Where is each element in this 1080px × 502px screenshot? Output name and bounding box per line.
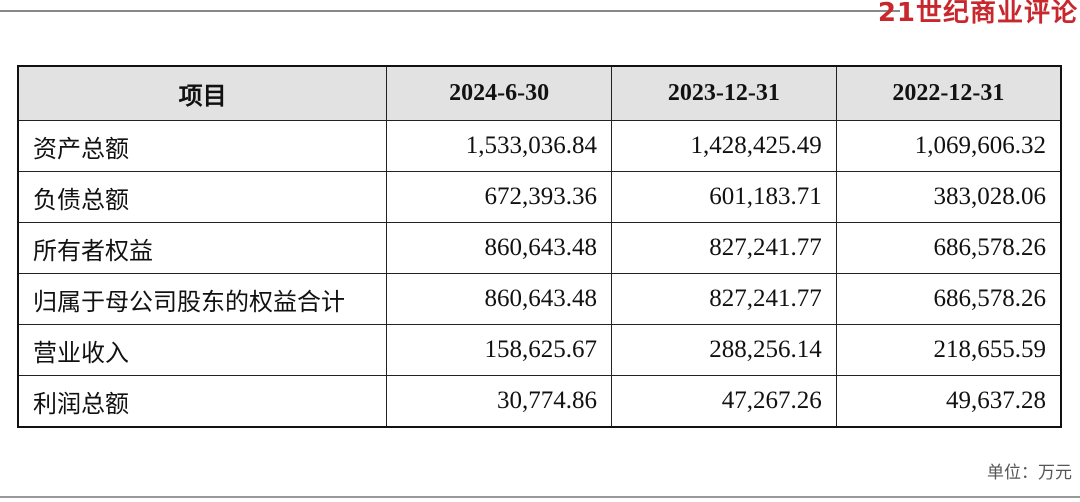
row-label: 营业收入 [17,324,388,376]
header-row: 项目 2024-6-30 2023-12-31 2022-12-31 [17,65,1062,121]
cell-value: 47,267.26 [610,375,837,428]
cell-value: 827,241.77 [610,222,837,274]
table-body: 资产总额 1,533,036.84 1,428,425.49 1,069,606.32… [17,120,1062,428]
row-label: 归属于母公司股东的权益合计 [17,273,388,325]
cell-value: 1,069,606.32 [835,120,1062,172]
cell-value: 383,028.06 [835,171,1062,223]
cell-value: 30,774.86 [386,375,612,428]
unit-note: 单位：万元 [987,463,1072,483]
table-row: 负债总额 672,393.36 601,183.71 383,028.06 [17,171,1062,223]
cell-value: 49,637.28 [835,375,1062,428]
cell-value: 288,256.14 [610,324,837,376]
cell-value: 601,183.71 [610,171,837,223]
table-row: 利润总额 30,774.86 47,267.26 49,637.28 [17,375,1062,428]
brand: 21世纪商业评论 [877,0,1078,28]
cell-value: 158,625.67 [386,324,612,376]
cell-value: 860,643.48 [386,222,612,274]
table-row: 营业收入 158,625.67 288,256.14 218,655.59 [17,324,1062,376]
row-label: 所有者权益 [17,222,388,274]
column-header: 2023-12-31 [610,65,837,121]
cell-value: 1,533,036.84 [386,120,612,172]
data-table: 项目 2024-6-30 2023-12-31 2022-12-31 资产总额 1,53… [17,65,1062,428]
column-header: 2022-12-31 [835,65,1062,121]
row-label: 利润总额 [17,375,388,428]
row-label: 资产总额 [17,120,388,172]
column-header: 2024-6-30 [386,65,612,121]
cell-value: 672,393.36 [386,171,612,223]
cell-value: 686,578.26 [835,222,1062,274]
cell-value: 218,655.59 [835,324,1062,376]
column-header: 项目 [17,65,388,121]
table-row: 资产总额 1,533,036.84 1,428,425.49 1,069,606.32 [17,120,1062,172]
table-row: 归属于母公司股东的权益合计 860,643.48 827,241.77 686,578… [17,273,1062,325]
divider [0,10,900,12]
cell-value: 1,428,425.49 [610,120,837,172]
row-label: 负债总额 [17,171,388,223]
cell-value: 827,241.77 [610,273,837,325]
table-row: 所有者权益 860,643.48 827,241.77 686,578.26 [17,222,1062,274]
divider [0,496,1080,498]
cell-value: 686,578.26 [835,273,1062,325]
cell-value: 860,643.48 [386,273,612,325]
